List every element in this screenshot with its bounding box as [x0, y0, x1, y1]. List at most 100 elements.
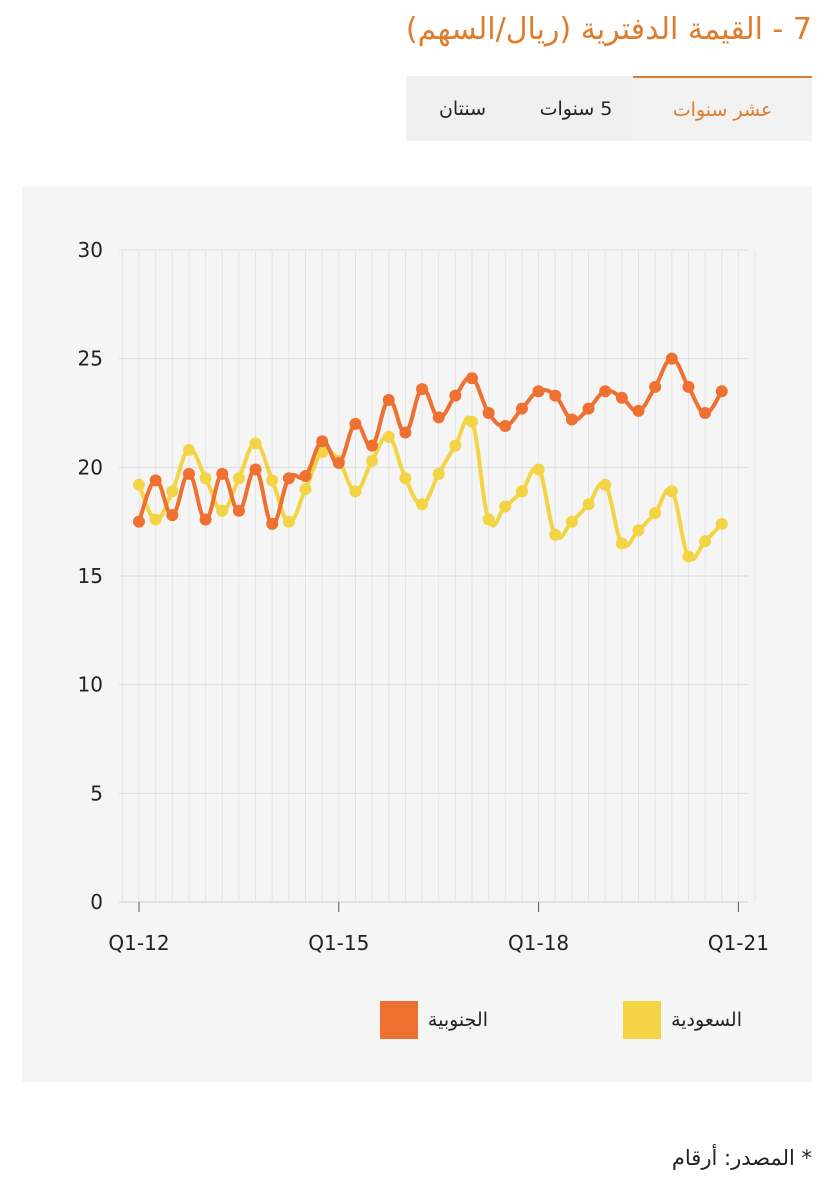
- data-point-southern: [266, 517, 279, 530]
- horizontal-gridlines: [119, 249, 748, 903]
- data-point-saudi: [565, 515, 578, 528]
- data-point-southern: [249, 463, 262, 476]
- data-point-saudi: [532, 463, 545, 476]
- data-point-saudi: [316, 446, 329, 459]
- y-tick-label: 10: [78, 673, 103, 697]
- data-point-southern: [715, 385, 728, 398]
- data-point-saudi: [133, 478, 145, 491]
- x-axis: Q1-12 Q1-15 Q1-18 Q1-21: [108, 902, 769, 955]
- data-point-southern: [382, 393, 395, 406]
- y-axis-labels: 0 5 10 15 20 25 30: [78, 238, 103, 914]
- page-title: 7 - القيمة الدفترية (ريال/السهم): [405, 12, 812, 47]
- chart-panel: [22, 186, 812, 1082]
- tab-ten-years[interactable]: عشر سنوات: [633, 76, 812, 141]
- data-point-southern: [499, 420, 512, 433]
- y-tick-label: 5: [90, 781, 103, 805]
- data-point-southern: [282, 472, 295, 485]
- data-point-southern: [133, 515, 145, 528]
- data-point-southern: [216, 467, 229, 480]
- data-point-saudi: [449, 439, 462, 452]
- data-point-southern: [199, 513, 212, 526]
- x-tick-label: Q1-21: [708, 931, 769, 955]
- legend-label-southern: الجنوبية: [427, 1009, 488, 1031]
- data-point-saudi: [266, 474, 279, 487]
- y-tick-label: 30: [78, 238, 103, 262]
- x-tick-label: Q1-18: [508, 931, 569, 955]
- data-point-southern: [582, 402, 595, 415]
- data-point-southern: [532, 385, 545, 398]
- data-point-southern: [416, 383, 429, 396]
- data-point-saudi: [149, 513, 162, 526]
- data-point-saudi: [299, 483, 312, 496]
- data-point-southern: [682, 380, 695, 393]
- data-point-saudi: [515, 485, 528, 498]
- data-point-southern: [565, 413, 578, 426]
- data-point-saudi: [665, 485, 678, 498]
- y-tick-label: 0: [90, 890, 103, 914]
- legend-swatch-southern: [379, 1001, 418, 1039]
- data-point-saudi: [715, 517, 728, 530]
- legend-label-saudi: السعودية: [671, 1009, 742, 1031]
- data-point-southern: [549, 389, 562, 402]
- data-point-saudi: [399, 472, 412, 485]
- legend-item-southern[interactable]: الجنوبية: [379, 1000, 488, 1040]
- data-point-saudi: [699, 535, 712, 548]
- data-point-saudi: [416, 498, 429, 511]
- data-point-southern: [615, 391, 628, 404]
- x-tick-label: Q1-12: [108, 931, 169, 955]
- data-point-southern: [482, 407, 495, 419]
- data-point-southern: [232, 504, 245, 517]
- data-point-saudi: [615, 537, 628, 550]
- data-point-saudi: [499, 500, 512, 513]
- series-layer: [133, 352, 728, 563]
- y-tick-label: 15: [78, 564, 103, 588]
- data-point-southern: [599, 385, 612, 398]
- x-tick-label: Q1-15: [308, 931, 369, 955]
- data-point-saudi: [466, 415, 478, 428]
- legend-item-saudi[interactable]: السعودية: [623, 1000, 742, 1040]
- data-point-saudi: [432, 467, 445, 480]
- data-point-southern: [632, 404, 645, 417]
- data-point-southern: [332, 456, 345, 469]
- data-point-saudi: [232, 472, 245, 485]
- data-point-southern: [182, 467, 195, 480]
- period-tabs: سنتان 5 سنوات عشر سنوات: [406, 76, 812, 141]
- data-point-saudi: [632, 524, 645, 537]
- data-point-saudi: [649, 506, 662, 519]
- tab-two-years[interactable]: سنتان: [406, 76, 519, 141]
- data-point-saudi: [599, 478, 612, 491]
- data-point-saudi: [182, 443, 195, 456]
- series-line-southern: [137, 356, 724, 526]
- data-point-saudi: [366, 454, 379, 467]
- data-point-southern: [665, 352, 678, 365]
- data-point-saudi: [199, 472, 212, 485]
- data-point-saudi: [282, 515, 295, 528]
- data-point-saudi: [382, 430, 395, 443]
- data-point-southern: [699, 407, 712, 419]
- book-value-chart: 0 5 10 15 20 25 30 Q1-12 Q1-15 Q1-18 Q1-21: [78, 238, 769, 955]
- data-point-southern: [466, 372, 478, 385]
- data-point-southern: [449, 389, 462, 402]
- y-tick-label: 25: [78, 347, 103, 371]
- data-point-saudi: [482, 513, 495, 526]
- data-point-southern: [149, 474, 162, 487]
- series-line-saudi: [137, 415, 724, 562]
- data-point-saudi: [216, 504, 229, 517]
- data-point-saudi: [349, 485, 362, 498]
- data-point-southern: [316, 435, 329, 448]
- legend-swatch-saudi: [623, 1001, 662, 1039]
- data-point-southern: [399, 426, 412, 439]
- data-point-saudi: [549, 528, 562, 541]
- data-point-saudi: [249, 437, 262, 450]
- y-tick-label: 20: [78, 455, 103, 479]
- data-point-southern: [166, 509, 179, 522]
- data-point-southern: [649, 380, 662, 393]
- data-point-saudi: [682, 550, 695, 563]
- data-point-southern: [515, 402, 528, 415]
- data-point-saudi: [166, 485, 179, 498]
- tab-five-years[interactable]: 5 سنوات: [519, 76, 633, 141]
- data-point-southern: [432, 411, 445, 424]
- data-point-southern: [299, 470, 312, 483]
- data-point-saudi: [582, 498, 595, 511]
- source-note: * المصدر: أرقام: [671, 1146, 812, 1170]
